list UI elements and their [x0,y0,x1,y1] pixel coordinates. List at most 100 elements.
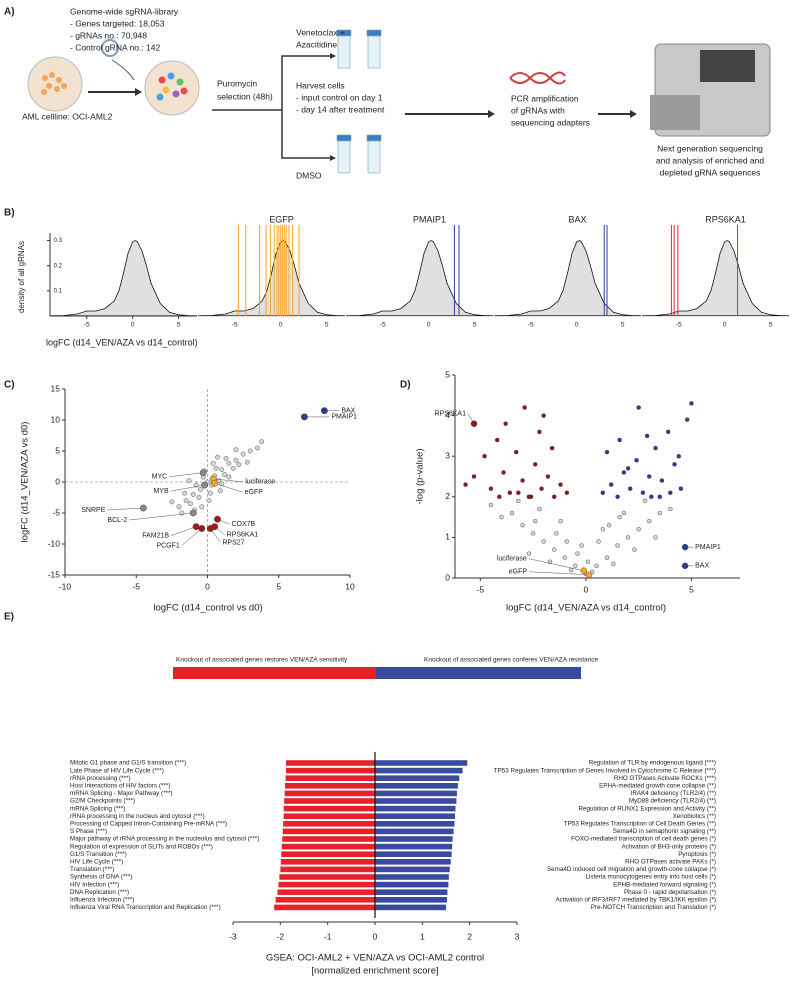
x-tick-label: 0 [584,584,589,594]
point [634,458,639,463]
text: - input control on day 1 [296,92,383,102]
category-label: EPHB-mediated forward signaling (*) [613,881,716,888]
bar [375,851,452,857]
x-tick-label: 0 [723,322,727,329]
bar [278,881,375,888]
category-label: TP53 Regulates Transcription of Genes In… [494,767,716,774]
annotation-leader [214,483,243,493]
annotation-label: luciferase [245,479,275,486]
point [640,490,646,495]
panel-title: BAX [568,214,586,224]
annotation-label: COX7B [231,521,255,528]
x-tick-label: 5 [473,322,477,329]
annotation-label: luciferase [497,556,527,563]
density-curve [345,240,494,317]
point [213,465,219,471]
bar [283,805,375,812]
point [516,490,521,495]
category-label: S Phase (***) [70,828,107,835]
panel-label: B) [4,208,15,219]
category-label: Sema4D in semaphorin signaling (**) [613,828,716,835]
y-tick-label: -5 [52,507,60,517]
text: - Genes targeted: 18,053 [70,18,165,28]
x-tick-label: 5 [689,584,694,594]
point [621,510,627,516]
bar [277,889,375,895]
x-tick-label: -5 [477,584,485,594]
annotation-leader [529,571,590,576]
petri-dish [27,56,83,112]
point [647,474,652,479]
point [522,405,527,410]
highlight-point [470,420,478,427]
y-tick-label: 2 [445,491,450,501]
y-axis-label: -log (p-value) [415,449,426,505]
highlight-point [320,407,328,415]
point [207,490,213,496]
bar [284,798,375,804]
point [507,490,513,495]
annotation-label: MYB [153,488,169,495]
y-tick-label: -10 [48,538,61,548]
highlight-point [214,515,221,523]
y-tick-label: 0 [55,476,60,486]
category-label: G1/S Transition (***) [70,851,127,858]
y-tick-label: 0.1 [54,288,63,294]
y-axis-label: logFC (d14_VEN/AZA vs d0) [20,422,31,543]
point [636,527,641,532]
annotation-label: BAX [341,408,355,415]
bar [375,821,455,827]
annotation-label: RPS27 [222,539,244,546]
annotation-leader [171,526,197,536]
point [197,487,203,492]
y-axis-label: density of all gRNAs [17,241,26,313]
point [647,518,652,524]
category-label: Influenza Viral RNA Transcription and Re… [70,904,221,911]
text: Azacitidine [296,39,337,49]
point [685,417,690,422]
point [533,462,538,467]
bar [375,767,463,774]
x-tick-label: 0 [131,322,135,329]
bar [280,866,375,873]
point [503,421,508,426]
point [537,429,542,435]
annotation-leader [181,528,202,546]
text: - gRNAs no.: 70,948 [70,30,147,40]
category-label: TP53 Regulates Transcription of Cell Dea… [564,820,716,827]
annotation-label: MYC [152,474,168,481]
x-tick-label: 5 [177,322,181,329]
point [196,495,202,500]
category-label: rRNA processing in the nucleus and cytos… [70,813,205,820]
point [516,498,521,504]
bar [375,805,456,812]
bar [375,904,446,911]
bar [286,767,375,774]
annotation-label: BCL-2 [107,517,127,524]
text: - day 14 after treatment [296,104,385,114]
category-label: EPHA-mediated growth cone collapse (**) [599,782,716,789]
x-tick-label: 0 [279,322,283,329]
text: Puromycin [217,78,257,88]
point [182,490,188,496]
highlight-point [198,525,206,532]
y-tick-label: 1 [445,532,450,542]
point [632,547,637,552]
category-label: Regulation of RUNX1 Expression and Activ… [578,805,716,812]
x-tick-label: -5 [676,322,682,329]
point [514,449,519,455]
highlight-point [681,562,689,570]
branch-arrows [260,55,330,159]
point [530,531,536,536]
text: AML cellline: OCI-AML2 [22,111,113,121]
point [596,539,601,544]
category-label: DNA Replication (***) [70,889,129,896]
point [520,523,525,528]
point [259,439,265,445]
point [219,467,225,472]
point [210,460,216,466]
header-text: Knockout of associated genes restores VE… [176,657,348,664]
category-label: Major pathway of rRNA processing in the … [70,836,259,843]
category-label: HIV Infection (***) [70,881,119,888]
highlight-point [199,469,207,477]
